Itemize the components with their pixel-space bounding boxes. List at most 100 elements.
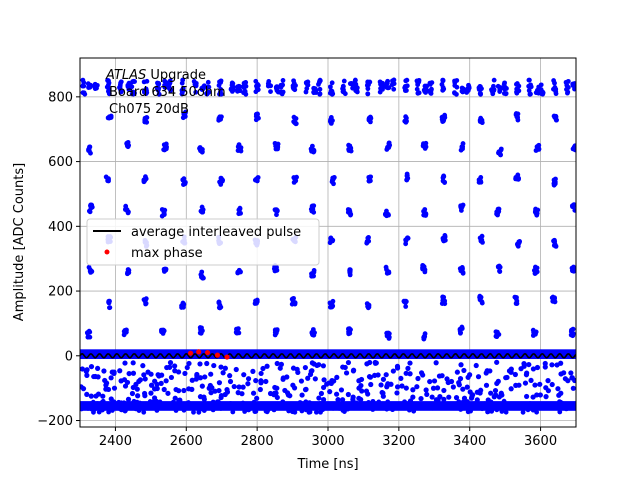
data-point (85, 81, 91, 87)
data-point (488, 399, 494, 405)
data-point (167, 364, 173, 370)
data-point (69, 243, 74, 248)
data-point (415, 80, 421, 86)
data-point (246, 407, 252, 413)
data-point (468, 408, 473, 414)
data-point (107, 305, 112, 311)
data-point (161, 328, 167, 334)
data-point (450, 403, 456, 409)
data-point (95, 374, 101, 380)
data-point (534, 89, 540, 95)
data-point (508, 386, 514, 392)
data-point (50, 204, 55, 209)
x-tick-label: 2800 (241, 434, 274, 449)
data-point (180, 87, 186, 92)
data-point (551, 238, 556, 244)
data-point (70, 173, 75, 178)
data-point (406, 407, 412, 413)
data-point (181, 407, 187, 413)
data-point (243, 80, 249, 85)
data-point (32, 300, 37, 305)
data-point (358, 382, 364, 389)
data-point (237, 84, 243, 90)
data-point (518, 350, 523, 355)
data-point (186, 360, 192, 367)
data-point (142, 390, 148, 397)
data-point (489, 88, 495, 94)
data-point (367, 359, 373, 366)
data-point (166, 84, 172, 90)
data-point (133, 381, 139, 387)
data-point (80, 386, 87, 392)
data-point (332, 404, 338, 409)
data-point (83, 403, 89, 409)
max-phase-point (196, 349, 202, 355)
data-point (440, 87, 446, 93)
data-point (255, 112, 260, 117)
data-point (456, 380, 462, 386)
data-point (140, 363, 146, 369)
data-point (317, 91, 323, 97)
data-point (184, 364, 190, 371)
data-point (340, 83, 346, 89)
data-point (265, 83, 271, 89)
data-point (199, 325, 204, 331)
data-point (239, 391, 245, 397)
data-point (121, 332, 127, 338)
data-point (299, 392, 305, 398)
data-point (538, 87, 544, 92)
data-point (197, 375, 204, 381)
data-point (625, 301, 630, 306)
data-point (266, 402, 271, 407)
data-point (327, 300, 333, 306)
data-point (80, 77, 86, 83)
data-point (200, 207, 206, 213)
data-point (240, 401, 246, 407)
data-point (317, 86, 323, 92)
data-point (144, 119, 150, 125)
data-point (51, 148, 56, 153)
data-point (32, 175, 37, 180)
data-point (13, 330, 18, 335)
data-point (540, 91, 546, 97)
data-point (532, 382, 538, 388)
data-point (589, 237, 594, 242)
data-point (193, 80, 199, 86)
data-point (280, 82, 286, 88)
data-point (549, 362, 555, 368)
data-point (32, 236, 37, 241)
data-point (34, 172, 39, 177)
data-point (609, 331, 614, 336)
data-point (366, 374, 373, 380)
data-point (494, 359, 500, 365)
data-point (154, 350, 159, 355)
data-point (591, 179, 596, 184)
data-point (488, 390, 494, 396)
data-point (233, 366, 239, 373)
y-tick-label: 600 (48, 155, 73, 170)
data-point (552, 299, 558, 305)
data-point (210, 407, 216, 413)
data-point (570, 385, 576, 391)
data-point (403, 370, 409, 376)
data-point (359, 388, 365, 394)
data-point (464, 400, 470, 406)
data-point (342, 91, 348, 97)
data-point (628, 236, 633, 241)
data-point (216, 380, 223, 386)
data-point (591, 117, 596, 122)
data-point (592, 182, 597, 187)
data-point (331, 175, 337, 180)
data-point (14, 144, 19, 149)
data-point (345, 391, 351, 398)
data-point (486, 408, 492, 414)
data-point (177, 397, 183, 403)
data-point (286, 408, 292, 414)
data-point (69, 176, 74, 181)
data-point (411, 408, 417, 414)
data-point (609, 207, 614, 212)
data-point (179, 91, 185, 97)
data-point (32, 236, 37, 241)
data-point (290, 403, 296, 408)
data-point (609, 270, 614, 275)
